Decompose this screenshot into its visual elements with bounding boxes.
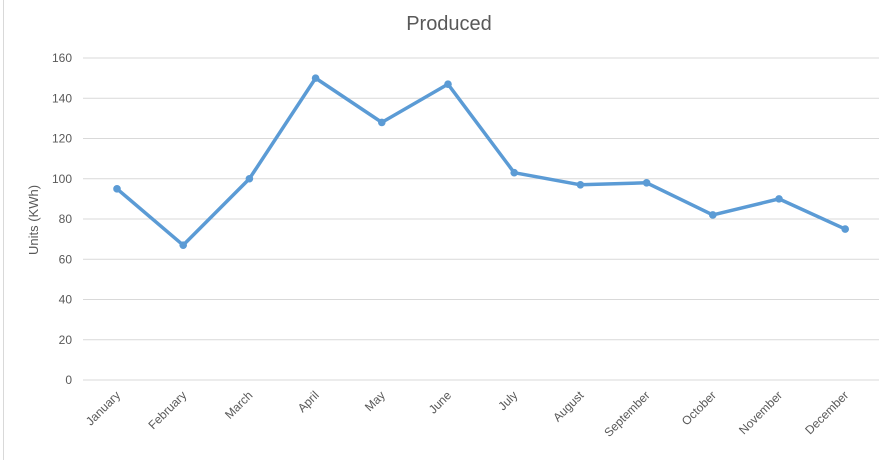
x-tick-label: December [802,388,851,437]
x-tick-label: August [550,388,587,425]
y-tick-label: 80 [59,212,73,226]
x-tick-label: June [426,388,455,417]
data-point [775,195,783,203]
y-axis-label: Units (KWh) [26,185,41,255]
y-tick-labels: 0 20 40 60 80 100 120 140 160 [52,51,72,387]
chart-title: Produced [406,13,492,35]
series-produced [113,74,849,249]
x-tick-label: October [679,388,719,428]
y-tick-label: 100 [52,172,72,186]
left-border [0,0,4,460]
data-point [510,168,518,177]
y-tick-label: 40 [59,293,73,307]
x-tick-label: September [601,388,652,439]
gridlines [83,57,879,381]
x-tick-label: November [736,388,785,437]
x-tick-label: July [495,388,520,413]
data-point [841,225,849,233]
data-point [179,241,187,249]
data-point [245,174,254,183]
x-tick-label: April [295,388,322,415]
x-tick-label: May [362,388,388,414]
data-point [576,180,585,189]
x-tick-label: March [222,388,255,421]
y-tick-label: 160 [52,51,72,65]
y-tick-label: 60 [59,252,73,266]
data-point [709,211,717,219]
data-point [113,185,121,193]
y-tick-label: 140 [52,91,72,105]
data-point [311,74,320,82]
data-point [642,178,651,187]
y-tick-label: 20 [59,333,73,347]
x-tick-label: January [83,388,123,428]
y-tick-label: 120 [52,132,72,146]
x-tick-label: February [145,388,189,432]
series-line [115,76,847,247]
y-tick-label: 0 [65,373,72,387]
data-point [444,80,452,88]
x-tick-labels: January February March April May June July Augu… [83,388,851,440]
data-point [378,118,386,127]
